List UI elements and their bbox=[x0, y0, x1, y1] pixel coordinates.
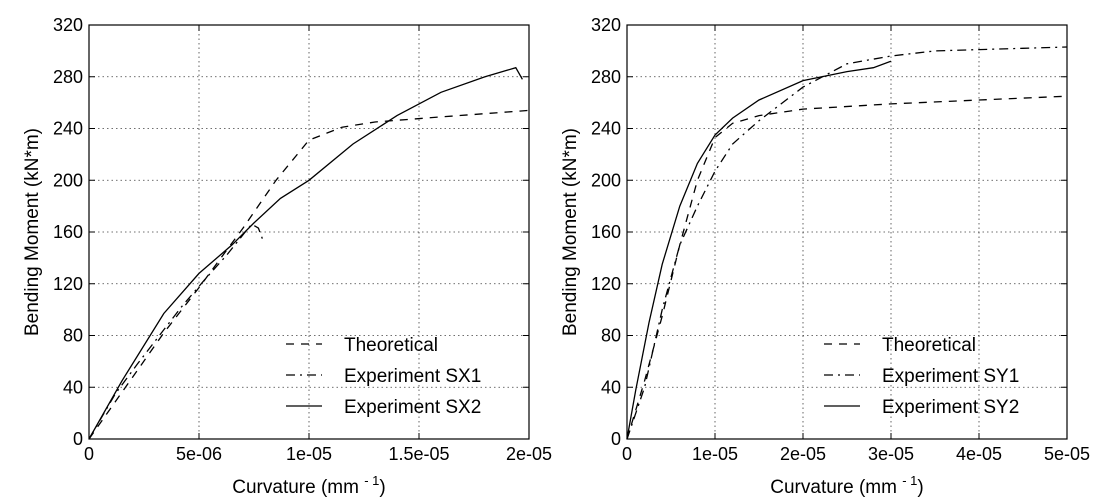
y-tick-label: 240 bbox=[591, 119, 621, 139]
y-axis-label: Bending Moment (kN*m) bbox=[22, 128, 43, 336]
x-tick-label: 1e-05 bbox=[286, 444, 332, 464]
series-line-theoretical bbox=[88, 109, 530, 440]
x-tick-label: 2e-05 bbox=[506, 444, 552, 464]
x-tick-label: 5e-06 bbox=[176, 444, 222, 464]
y-tick-label: 320 bbox=[53, 15, 83, 35]
y-tick-label: 200 bbox=[591, 170, 621, 190]
y-tick-label: 0 bbox=[611, 429, 621, 449]
y-axis-label: Bending Moment (kN*m) bbox=[560, 128, 581, 336]
legend-label: Experiment SY1 bbox=[882, 366, 1019, 387]
y-tick-label: 40 bbox=[601, 377, 621, 397]
y-tick-label: 0 bbox=[73, 429, 83, 449]
x-axis-label: Curvature (mm - 1) bbox=[770, 473, 923, 498]
y-tick-label: 80 bbox=[63, 326, 83, 346]
legend-label: Theoretical bbox=[882, 335, 976, 356]
x-axis-label-close: ) bbox=[379, 477, 385, 498]
x-tick-label: 0 bbox=[622, 444, 632, 464]
legend: Theoretical Experiment SX1 Experiment SX2 bbox=[286, 335, 481, 418]
series-line-theoretical bbox=[626, 95, 1068, 440]
x-tick-label: 2e-05 bbox=[780, 444, 826, 464]
y-tick-label: 280 bbox=[53, 67, 83, 87]
y-tick-label: 160 bbox=[53, 222, 83, 242]
x-tick-label: 1.5e-05 bbox=[388, 444, 449, 464]
x-axis-label-main: Curvature (mm bbox=[770, 477, 902, 498]
x-tick-label: 3e-05 bbox=[868, 444, 914, 464]
legend-label: Experiment SY2 bbox=[882, 397, 1019, 418]
y-tick-label: 280 bbox=[591, 67, 621, 87]
y-tick-label: 240 bbox=[53, 119, 83, 139]
x-tick-label: 4e-05 bbox=[956, 444, 1002, 464]
series-line-experiment-sy2 bbox=[626, 60, 892, 440]
x-axis-label-exponent: - 1 bbox=[902, 473, 917, 488]
y-tick-label: 40 bbox=[63, 377, 83, 397]
x-axis-label-exponent: - 1 bbox=[364, 473, 379, 488]
x-axis-label-close: ) bbox=[917, 477, 923, 498]
y-tick-label: 200 bbox=[53, 170, 83, 190]
chart-right-sy: 0 1e-05 2e-05 3e-05 4e-05 5e-05 0 40 80 120 160 200… bbox=[560, 15, 1090, 498]
x-tick-label: 1e-05 bbox=[692, 444, 738, 464]
legend-label: Experiment SX1 bbox=[344, 366, 481, 387]
y-tick-label: 160 bbox=[591, 222, 621, 242]
y-tick-label: 120 bbox=[591, 274, 621, 294]
series-line-experiment-sx1 bbox=[88, 223, 264, 440]
x-tick-label: 0 bbox=[84, 444, 94, 464]
series-line-experiment-sx2 bbox=[88, 66, 523, 440]
legend-label: Theoretical bbox=[344, 335, 438, 356]
legend: Theoretical Experiment SY1 Experiment SY2 bbox=[824, 335, 1019, 418]
legend-label: Experiment SX2 bbox=[344, 397, 481, 418]
x-axis-label-main: Curvature (mm bbox=[232, 477, 364, 498]
y-tick-label: 80 bbox=[601, 326, 621, 346]
y-tick-label: 320 bbox=[591, 15, 621, 35]
y-tick-label: 120 bbox=[53, 274, 83, 294]
series-line-experiment-sy1 bbox=[626, 46, 1068, 440]
chart-left-sx: 0 5e-06 1e-05 1.5e-05 2e-05 0 40 80 120 160 200 240… bbox=[22, 15, 552, 498]
x-axis-label: Curvature (mm - 1) bbox=[232, 473, 385, 498]
x-tick-label: 5e-05 bbox=[1044, 444, 1090, 464]
